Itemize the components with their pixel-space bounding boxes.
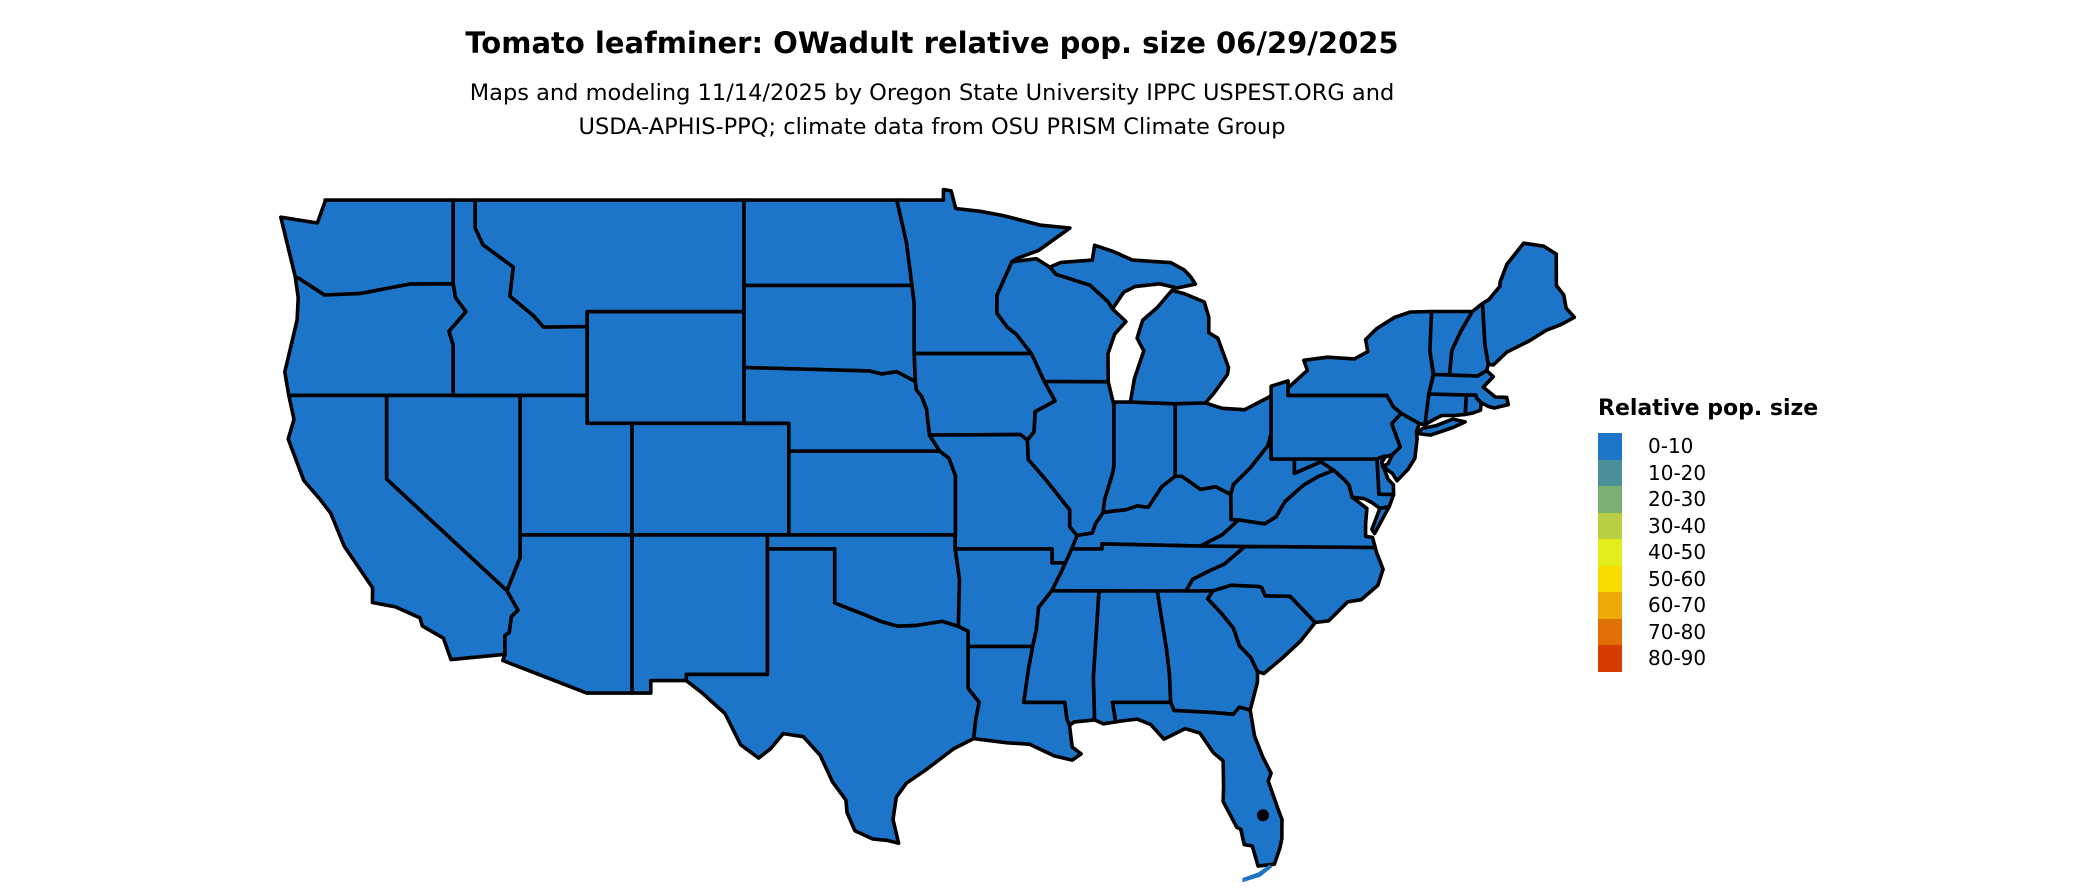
legend-label: 80-90 <box>1648 646 1707 670</box>
legend-swatch <box>1598 539 1622 566</box>
legend-label: 10-20 <box>1648 460 1707 485</box>
state-WA <box>279 198 455 297</box>
legend-title: Relative pop. size <box>1598 396 1819 421</box>
state-AZ <box>501 533 634 695</box>
state-MI <box>1048 243 1231 406</box>
lake-okeechobee <box>1257 809 1269 822</box>
legend-swatch <box>1598 592 1622 619</box>
state-NC <box>1184 544 1385 625</box>
legend-label: 70-80 <box>1648 619 1707 644</box>
legend-swatch <box>1598 512 1622 539</box>
title-block: Tomato leafminer: OWadult relative pop. … <box>0 26 1864 144</box>
state-NM <box>630 533 770 695</box>
island-FL-keys <box>1242 864 1273 883</box>
legend-label: 50-60 <box>1648 566 1707 591</box>
legend-item: 80-90 <box>1598 645 1858 672</box>
state-OR <box>283 275 468 398</box>
legend-item: 0-10 <box>1598 433 1858 460</box>
legend-item: 60-70 <box>1598 592 1858 619</box>
subtitle-line-1: Maps and modeling 11/14/2025 by Oregon S… <box>469 80 1395 106</box>
page-title: Tomato leafminer: OWadult relative pop. … <box>465 26 1399 60</box>
state-ND <box>742 198 914 288</box>
page-subtitle: Maps and modeling 11/14/2025 by Oregon S… <box>0 76 1864 144</box>
legend-swatch <box>1598 459 1622 486</box>
state-CO <box>630 421 791 537</box>
legend: Relative pop. size 0-10 10-20 20-30 30-40 40… <box>1598 396 1858 672</box>
legend-item: 70-80 <box>1598 618 1858 645</box>
map-container <box>268 182 1577 888</box>
state-WY <box>585 309 746 426</box>
legend-label: 20-30 <box>1648 487 1707 511</box>
legend-label: 30-40 <box>1648 513 1707 538</box>
legend-item: 30-40 <box>1598 512 1858 539</box>
legend-item: 20-30 <box>1598 486 1858 513</box>
legend-swatch <box>1598 565 1622 592</box>
state-KS <box>787 449 958 537</box>
state-NJ <box>1380 411 1422 483</box>
legend-swatch <box>1598 645 1622 672</box>
legend-item: 40-50 <box>1598 539 1858 566</box>
legend-label: 60-70 <box>1648 593 1707 617</box>
legend-label: 40-50 <box>1648 540 1707 564</box>
subtitle-line-2: USDA-APHIS-PPQ; climate data from OSU PR… <box>578 114 1286 140</box>
state-FL <box>1110 700 1284 868</box>
legend-swatch <box>1598 486 1622 513</box>
legend-swatch <box>1598 618 1622 645</box>
us-map <box>279 187 1577 883</box>
legend-item: 50-60 <box>1598 565 1858 592</box>
state-ME <box>1480 241 1577 367</box>
legend-label: 0-10 <box>1648 434 1694 458</box>
legend-swatch <box>1598 433 1622 460</box>
state-TX <box>684 547 981 845</box>
legend-item: 10-20 <box>1598 459 1858 486</box>
legend-items: 0-10 10-20 20-30 30-40 40-50 50-60 60-70 70-80 8… <box>1598 433 1858 672</box>
